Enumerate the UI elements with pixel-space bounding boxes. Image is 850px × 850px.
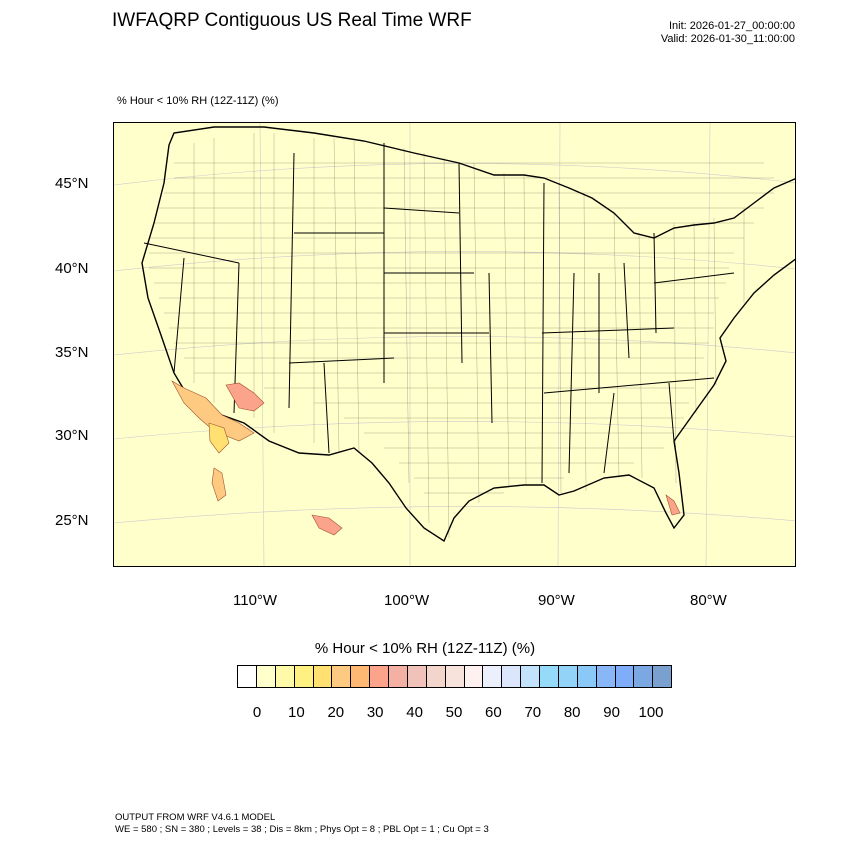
field-subtitle: % Hour < 10% RH (12Z-11Z) (%) xyxy=(117,95,279,107)
colorbar-cell xyxy=(332,666,352,687)
colorbar-tick-label: 40 xyxy=(406,704,423,721)
colorbar-cell xyxy=(370,666,389,687)
colorbar-tick-label: 90 xyxy=(603,704,620,721)
colorbar-tick-label: 80 xyxy=(563,704,581,721)
county-borders xyxy=(149,133,774,539)
colorbar-cell xyxy=(540,666,559,687)
model-version: OUTPUT FROM WRF V4.6.1 MODEL xyxy=(115,812,276,823)
lat-label-45: 45°N xyxy=(55,175,89,192)
timestamp-block: Init: 2026-01-27_00:00:00 Valid: 2026-01… xyxy=(661,20,795,46)
colorbar-tick-label: 60 xyxy=(485,704,502,721)
colorbar-cell xyxy=(294,666,314,687)
colorbar-cell xyxy=(256,666,276,687)
colorbar-cell xyxy=(577,666,597,687)
plot-title: IWFAQRP Contiguous US Real Time WRF xyxy=(112,10,472,31)
colorbar-cell xyxy=(389,666,408,687)
init-time: Init: 2026-01-27_00:00:00 xyxy=(669,20,795,32)
colorbar-cell xyxy=(615,666,635,687)
lat-label-35: 35°N xyxy=(55,344,89,361)
colorbar-cell xyxy=(596,666,616,687)
colorbar-cell xyxy=(502,666,522,687)
colorbar-cell xyxy=(634,666,654,687)
colorbar-tick-label: 50 xyxy=(445,704,463,721)
lat-label-30: 30°N xyxy=(55,427,89,444)
lon-label-80w: 80°W xyxy=(690,592,727,609)
dry-areas xyxy=(171,380,681,536)
lat-label-40: 40°N xyxy=(55,260,89,277)
colorbar-cell xyxy=(653,666,672,687)
land-background xyxy=(114,123,795,566)
colorbar-cell xyxy=(407,666,427,687)
colorbar-title: % Hour < 10% RH (12Z-11Z) (%) xyxy=(314,640,536,657)
map-panel xyxy=(113,122,796,567)
colorbar-cell xyxy=(521,666,540,687)
colorbar-tick-label: 20 xyxy=(327,704,345,721)
colorbar-tick-label: 0 xyxy=(252,704,262,721)
colorbar-tick-label: 10 xyxy=(288,704,305,721)
model-params: WE = 580 ; SN = 380 ; Levels = 38 ; Dis … xyxy=(115,824,489,835)
colorbar xyxy=(237,665,672,688)
colorbar-cell xyxy=(275,666,295,687)
colorbar-cell xyxy=(238,666,257,687)
colorbar-cell xyxy=(483,666,503,687)
colorbar-cell xyxy=(558,666,578,687)
colorbar-tick-label: 30 xyxy=(366,704,384,721)
lon-label-110w: 110°W xyxy=(233,592,278,609)
valid-time: Valid: 2026-01-30_11:00:00 xyxy=(660,33,795,45)
colorbar-cell xyxy=(351,666,371,687)
colorbar-tick-label: 70 xyxy=(524,704,542,721)
colorbar-cell xyxy=(445,666,465,687)
us-map xyxy=(114,123,795,566)
colorbar-cell xyxy=(426,666,446,687)
colorbar-cell xyxy=(464,666,484,687)
us-outline xyxy=(141,126,795,543)
colorbar-tick-label: 100 xyxy=(638,704,664,721)
lon-label-90w: 90°W xyxy=(538,592,575,609)
lat-label-25: 25°N xyxy=(55,512,89,529)
colorbar-cell xyxy=(313,666,333,687)
model-info: OUTPUT FROM WRF V4.6.1 MODEL WE = 580 ; … xyxy=(115,812,489,836)
lon-label-100w: 100°W xyxy=(384,592,430,609)
